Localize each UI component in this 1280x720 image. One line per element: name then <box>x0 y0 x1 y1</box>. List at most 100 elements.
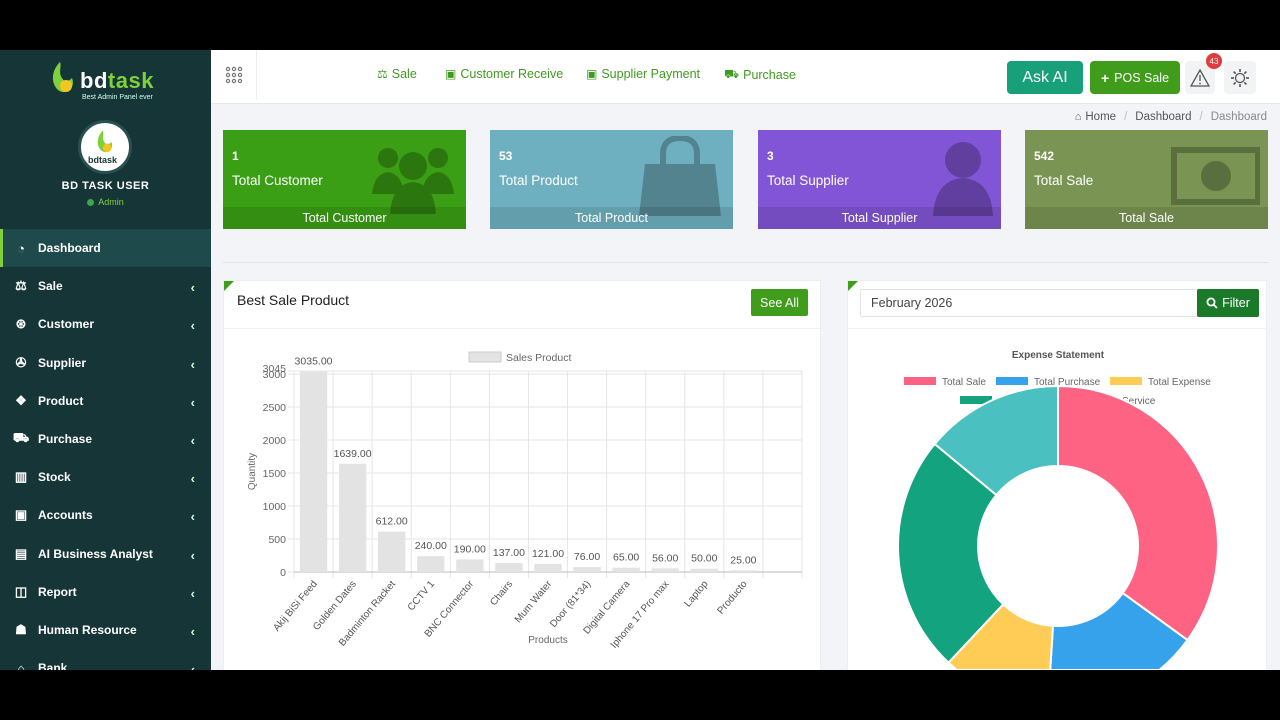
chevron-left-icon: ‹ <box>190 471 195 487</box>
chevron-left-icon: ‹ <box>190 394 195 410</box>
bar <box>612 567 640 572</box>
chart-title: Expense Statement <box>1012 350 1105 361</box>
doughnut-slice <box>897 442 1005 665</box>
user-role: Admin <box>0 197 211 207</box>
bar <box>417 556 445 572</box>
quick-link-supplier-payment[interactable]: ▣ Supplier Payment <box>586 67 701 81</box>
bank-icon: ⌂ <box>17 660 25 670</box>
sidebar-item-label: Customer <box>38 317 95 332</box>
sidebar-item-accounts[interactable]: ▣ Accounts ‹ <box>0 496 211 534</box>
month-picker-input[interactable]: February 2026 <box>860 289 1198 317</box>
pos-sale-button[interactable]: + POS Sale <box>1090 61 1180 94</box>
user-name: BD TASK USER <box>61 180 150 192</box>
sidebar-item-product[interactable]: ❖ Product ‹ <box>0 382 211 420</box>
legend-swatch <box>960 396 992 404</box>
sidebar-item-stock[interactable]: ▥ Stock ‹ <box>0 458 211 496</box>
see-all-button[interactable]: See All <box>751 289 808 316</box>
y-tick-label: 1500 <box>263 468 287 480</box>
ask-ai-button[interactable]: Ask AI <box>1007 61 1083 94</box>
bar-value-label: 612.00 <box>376 516 408 528</box>
bar <box>729 570 758 572</box>
chevron-left-icon: ‹ <box>190 280 195 296</box>
bar <box>495 562 523 572</box>
bar-value-label: 240.00 <box>415 540 447 552</box>
sidebar-item-sale[interactable]: ⚖ Sale ‹ <box>0 267 211 305</box>
y-tick-label: 3045 <box>263 363 287 375</box>
sidebar-item-supplier[interactable]: ✇ Supplier ‹ <box>0 344 211 382</box>
money-bill-icon <box>1171 147 1260 205</box>
brand-name: bdtask <box>80 68 154 93</box>
breadcrumb-dashboard[interactable]: Dashboard <box>1135 111 1192 123</box>
money-icon: ▣ <box>445 67 457 81</box>
stat-card-total-supplier[interactable]: 3 Total Supplier Total Supplier <box>758 130 1001 229</box>
sidebar-item-label: Sale <box>38 279 63 294</box>
gear-icon <box>1231 68 1249 87</box>
settings-button[interactable] <box>1224 61 1256 94</box>
user-circle-icon: ⊛ <box>15 316 27 332</box>
sidebar-item-label: Supplier <box>38 355 87 370</box>
stat-label: Total Product <box>499 173 578 188</box>
stat-card-total-sale[interactable]: 542 Total Sale Total Sale <box>1025 130 1268 229</box>
alert-count-badge: 43 <box>1206 53 1222 69</box>
stat-label: Total Sale <box>1034 173 1094 188</box>
bar-value-label: 50.00 <box>691 553 717 565</box>
stat-card-total-product[interactable]: 53 Total Product Total Product <box>490 130 733 229</box>
bar <box>573 566 601 572</box>
sidebar-item-label: Stock <box>38 470 71 485</box>
open-book-icon: ◫ <box>14 583 28 599</box>
breadcrumb-home[interactable]: Home <box>1085 111 1117 123</box>
brand-logo[interactable]: bdtask Best Admin Panel ever <box>48 58 178 104</box>
sidebar-item-human-resource[interactable]: ☗ Human Resource ‹ <box>0 611 211 649</box>
panel-corner-accent <box>848 281 858 291</box>
bar-value-label: 56.00 <box>652 552 678 564</box>
bar <box>299 371 328 572</box>
bar-value-label: 3035.00 <box>295 356 333 368</box>
chevron-left-icon: ‹ <box>190 318 195 334</box>
panel-divider <box>224 328 820 329</box>
stat-card-total-customer[interactable]: 1 Total Customer Total Customer <box>223 130 466 229</box>
warning-icon <box>1190 68 1210 87</box>
x-tick-label: CCTV 1 <box>406 579 438 614</box>
avatar-logo-icon <box>97 130 113 153</box>
filter-button[interactable]: Filter <box>1197 289 1259 317</box>
dashboard-icon: ◔ <box>17 240 25 256</box>
sidebar-item-bank[interactable]: ⌂ Bank ‹ <box>0 649 211 670</box>
user-icon <box>933 142 993 216</box>
quick-link-purchase[interactable]: ⛟ Purchase <box>724 67 796 82</box>
stat-value: 53 <box>499 149 513 163</box>
avatar[interactable]: bdtask <box>78 120 132 174</box>
best-sale-bar-chart: Sales Product 0 500 1000 1500 2000 2500 3000304… <box>247 351 803 651</box>
sidebar-item-label: Accounts <box>38 508 93 523</box>
quick-link-customer-receive[interactable]: ▣ Customer Receive <box>445 67 564 81</box>
sidebar-item-label: Human Resource <box>38 622 137 637</box>
legend-label: Service <box>1122 396 1156 407</box>
sidebar-item-label: Product <box>38 393 84 408</box>
users-icon <box>372 148 454 214</box>
breadcrumb-current: Dashboard <box>1210 111 1267 123</box>
stat-label: Total Supplier <box>767 173 849 188</box>
sidebar-item-purchase[interactable]: ⛟ Purchase ‹ <box>0 420 211 458</box>
grid-icon <box>225 66 242 84</box>
expense-panel: February 2026 Filter Expense Statement To… <box>847 280 1267 670</box>
chevron-left-icon: ‹ <box>190 509 195 525</box>
bar-value-label: 1639.00 <box>334 448 372 460</box>
cubes-icon: ❖ <box>15 392 27 408</box>
sidebar-menu: ◔ Dashboard ⚖ Sale ‹ ⊛ Customer ‹ ✇ Supplier ‹ ❖ Pro… <box>0 229 211 670</box>
y-tick-label: 0 <box>280 567 286 579</box>
scale-icon: ⚖ <box>377 67 388 81</box>
stat-footer: Total Customer <box>223 207 466 229</box>
y-tick-label: 2500 <box>263 402 287 414</box>
apps-grid-button[interactable] <box>211 50 257 100</box>
sidebar-item-label: Report <box>38 584 77 599</box>
sidebar-item-ai-business-analyst[interactable]: ▤ AI Business Analyst ‹ <box>0 535 211 573</box>
money-icon: ▣ <box>14 507 28 523</box>
book-icon: ▤ <box>14 545 28 561</box>
sidebar-item-report[interactable]: ◫ Report ‹ <box>0 573 211 611</box>
sidebar-item-dashboard[interactable]: ◔ Dashboard <box>0 229 211 268</box>
sidebar-item-customer[interactable]: ⊛ Customer ‹ <box>0 305 211 343</box>
bar-value-label: 137.00 <box>493 547 525 559</box>
y-tick-label: 500 <box>268 534 286 546</box>
scale-icon: ⚖ <box>15 278 27 294</box>
panel-title: Best Sale Product <box>237 292 350 308</box>
quick-link-sale[interactable]: ⚖ Sale <box>377 67 417 81</box>
